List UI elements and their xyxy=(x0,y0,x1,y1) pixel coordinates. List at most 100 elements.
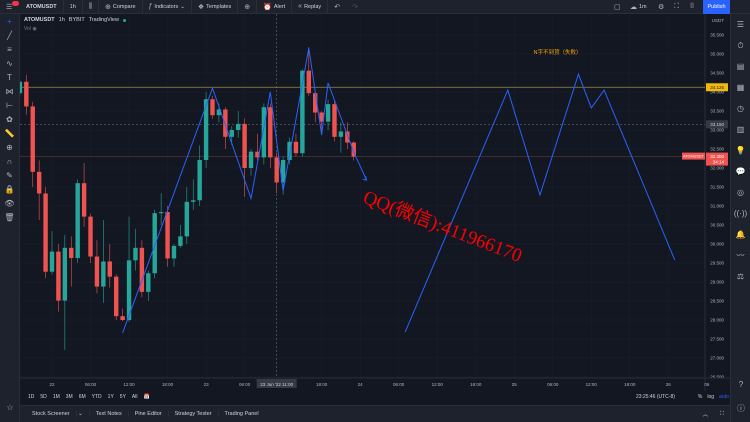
add-button[interactable]: ⊕ xyxy=(237,0,256,14)
range-bar: 1D 5D 1M 3M 6M YTD 1Y 5Y All 📅 xyxy=(20,391,710,403)
clock-time[interactable]: 23:25:46 (UTC-8) xyxy=(636,394,675,400)
undo-button[interactable]: ↶ xyxy=(327,0,346,14)
eye-icon[interactable]: 👁 xyxy=(4,198,15,208)
crosshair-time-bg xyxy=(256,379,297,388)
range-5y[interactable]: 5Y xyxy=(119,394,126,400)
percent-toggle[interactable]: % xyxy=(697,394,703,400)
broadcast-icon[interactable]: ((·)) xyxy=(733,209,748,218)
question-icon[interactable]: ⓘ xyxy=(737,404,745,413)
log-toggle[interactable]: log xyxy=(707,394,715,400)
tab-pine-editor[interactable]: Pine Editor xyxy=(129,411,169,417)
symbol-search[interactable]: ATOMUSDT xyxy=(26,3,57,10)
templates-icon: ❖ xyxy=(197,3,205,11)
range-1d[interactable]: 1D xyxy=(28,394,35,400)
tab-text-notes[interactable]: Text Notes xyxy=(90,411,129,417)
favorites-star-icon[interactable]: ☆ xyxy=(6,402,14,412)
goto-date-icon[interactable]: 📅 xyxy=(143,394,150,400)
crosshair-tool-icon[interactable]: + xyxy=(7,16,12,26)
range-all[interactable]: All xyxy=(131,394,138,400)
news-icon[interactable]: ▥ xyxy=(736,125,745,134)
candle-body xyxy=(338,131,344,137)
compare-button[interactable]: ⊕ Compare xyxy=(98,0,142,14)
candle-body xyxy=(287,141,292,161)
hotlist-icon[interactable]: ▦ xyxy=(736,83,745,92)
magnet-tool-icon[interactable]: ∩ xyxy=(6,156,13,166)
time-tick-label: 12:00 xyxy=(432,382,444,387)
time-tick-label: 23 xyxy=(204,382,210,387)
chart-type-button[interactable]: ⫼ xyxy=(81,0,98,14)
stay-drawing-icon[interactable]: ✎ xyxy=(6,170,13,180)
range-ytd[interactable]: YTD xyxy=(91,394,102,400)
maximize-icon[interactable]: ⛶ xyxy=(720,410,724,417)
collapse-icon[interactable]: ︿ xyxy=(702,412,709,418)
tab-trading-panel[interactable]: Trading Panel xyxy=(224,411,259,417)
candle-body xyxy=(332,104,337,137)
order-panel-icon[interactable]: ⚖ xyxy=(736,272,745,281)
range-1m[interactable]: 1M xyxy=(52,394,60,400)
trend-line-tool-icon[interactable]: ╱ xyxy=(7,30,12,40)
trend-icon[interactable]: 〰 xyxy=(736,251,745,260)
fib-tool-icon[interactable]: ≡ xyxy=(7,44,12,54)
range-5d[interactable]: 5D xyxy=(40,394,47,400)
indicators-button[interactable]: ƒ Indicators ⌄ xyxy=(141,0,191,14)
tab-strategy-tester[interactable]: Strategy Tester xyxy=(169,411,219,417)
layout-button[interactable]: ▢ xyxy=(608,0,627,14)
alert-button[interactable]: ⏰ Alert xyxy=(256,0,291,14)
volume-legend[interactable]: Vol ◉ xyxy=(24,26,37,32)
settings-button[interactable]: ⚙ xyxy=(652,0,670,14)
lock-icon[interactable]: 🔒 xyxy=(4,184,15,194)
price-tick-label: 28.000 xyxy=(710,318,724,323)
price-tick-label: 29.500 xyxy=(710,261,724,266)
zoom-tool-icon[interactable]: ⊕ xyxy=(6,142,13,152)
time-tick-label: 06:00 xyxy=(547,382,559,387)
price-chart[interactable]: USDT 35.500 35.000 34.500 34.000 33.500 33.000… xyxy=(20,14,730,391)
redo-button[interactable]: ↷ xyxy=(346,0,364,14)
fullscreen-button[interactable]: ⛶ xyxy=(668,0,685,14)
redo-icon: ↷ xyxy=(352,3,358,11)
range-6m[interactable]: 6M xyxy=(78,394,86,400)
ruler-tool-icon[interactable]: 📏 xyxy=(4,128,15,138)
candle-body xyxy=(306,70,311,94)
data-window-icon[interactable]: ▤ xyxy=(736,62,745,71)
ideas-icon[interactable]: 💡 xyxy=(735,146,746,155)
candle-body xyxy=(300,70,305,154)
publish-button[interactable]: Publish xyxy=(703,0,730,14)
top-toolbar: ☰ ATOMUSDT 1h ⫼ ⊕ Compare ƒ Indicators ⌄ ❖ T… xyxy=(0,0,750,14)
cloud-icon: ☁ xyxy=(630,3,637,11)
calendar-icon[interactable]: ◷ xyxy=(737,104,744,113)
time-tick-label: 06:00 xyxy=(239,382,251,387)
text-tool-icon[interactable]: T xyxy=(7,72,12,82)
menu-button[interactable]: ☰ xyxy=(0,0,20,14)
candle-body xyxy=(184,201,190,237)
shapes-tool-icon[interactable]: ✿ xyxy=(6,114,13,124)
forecast-tool-icon[interactable]: ⊢ xyxy=(6,100,13,110)
snapshot-button[interactable]: ⌷ xyxy=(684,0,700,14)
alerts-icon[interactable]: ⏱ xyxy=(737,40,744,50)
auto-toggle[interactable]: auto xyxy=(719,394,729,400)
brush-tool-icon[interactable]: ∿ xyxy=(6,58,13,68)
candle-body xyxy=(49,251,55,272)
interval-button[interactable]: 1h xyxy=(62,0,82,14)
trash-icon[interactable]: 🗑 xyxy=(4,212,15,222)
time-tick-label: 12:00 xyxy=(123,382,135,387)
range-3m[interactable]: 3M xyxy=(65,394,73,400)
candle-body xyxy=(345,131,350,143)
candle-body xyxy=(325,104,331,122)
candle-body xyxy=(30,106,35,172)
price-tick-label: 28.500 xyxy=(710,299,724,304)
notifications-icon[interactable]: 🔔 xyxy=(735,230,746,239)
streams-icon[interactable]: ◎ xyxy=(737,188,744,197)
watchlist-icon[interactable]: ☰ xyxy=(736,20,745,29)
help-icon[interactable]: ? xyxy=(738,380,744,389)
camera-icon: ⌷ xyxy=(690,2,695,10)
templates-button[interactable]: ❖ Templates xyxy=(190,0,237,14)
candle-body xyxy=(36,171,42,194)
range-1y[interactable]: 1Y xyxy=(107,394,114,400)
pattern-tool-icon[interactable]: ⋈ xyxy=(5,86,14,96)
replay-button[interactable]: «Replay xyxy=(291,0,327,14)
crosshair-time-label: 23 Jun '22 11:00 xyxy=(260,382,293,387)
tab-stock-screener[interactable]: Stock Screener ⌄ xyxy=(20,411,90,417)
cloud-save-button[interactable]: ☁ 1m xyxy=(630,3,647,11)
bottom-panel-tabs: Stock Screener ⌄ Text Notes Pine Editor … xyxy=(20,405,730,422)
chat-icon[interactable]: 💬 xyxy=(735,167,746,176)
